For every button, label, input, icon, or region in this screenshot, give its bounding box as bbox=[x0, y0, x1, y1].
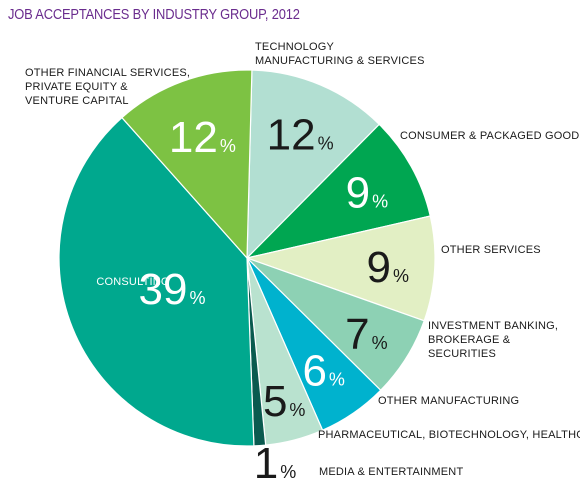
slice-category-label: CONSUMER & PACKAGED GOODS bbox=[400, 130, 580, 142]
pie-slices bbox=[58, 69, 436, 447]
slice-category-label: PHARMACEUTICAL, BIOTECHNOLOGY, HEALTHCAR… bbox=[318, 429, 580, 441]
slice-value-label: 5% bbox=[263, 377, 306, 426]
slice-category-label: MEDIA & ENTERTAINMENT bbox=[319, 466, 463, 478]
slice-value-label: 9% bbox=[346, 168, 389, 217]
slice-category-label: CONSULTING bbox=[96, 276, 169, 288]
pie-category-labels: TECHNOLOGY MANUFACTURING & SERVICES CONSUM… bbox=[25, 41, 580, 478]
pie-slice bbox=[58, 116, 255, 447]
slice-category-label: INVESTMENT BANKING, BROKERAGE & SECURITIES bbox=[428, 320, 558, 360]
chart-title: JOB ACCEPTANCES BY INDUSTRY GROUP, 2012 bbox=[8, 6, 300, 23]
slice-value-label: 12% bbox=[169, 113, 236, 162]
slice-value-label: 12% bbox=[267, 111, 334, 160]
slice-value-label: 7% bbox=[345, 310, 388, 359]
pie-value-labels: 12 %9 %9 %7 %6 %5 %1 %39 %12% bbox=[139, 111, 410, 489]
slice-category-label: OTHER MANUFACTURING bbox=[378, 395, 519, 407]
slice-category-label: OTHER FINANCIAL SERVICES, PRIVATE EQUITY … bbox=[25, 67, 190, 107]
pie-slice bbox=[245, 123, 431, 260]
slice-category-label: TECHNOLOGY MANUFACTURING & SERVICES bbox=[255, 41, 425, 67]
pie-slice bbox=[121, 69, 253, 260]
slice-category-label: OTHER SERVICES bbox=[441, 244, 541, 256]
slice-value-label: 39% bbox=[139, 265, 206, 314]
pie-slice bbox=[244, 215, 436, 322]
slice-value-label: 6% bbox=[302, 347, 345, 396]
slice-value-label: 1% bbox=[254, 439, 297, 488]
slice-value-label: 9% bbox=[367, 243, 410, 292]
pie-slice bbox=[246, 69, 381, 260]
